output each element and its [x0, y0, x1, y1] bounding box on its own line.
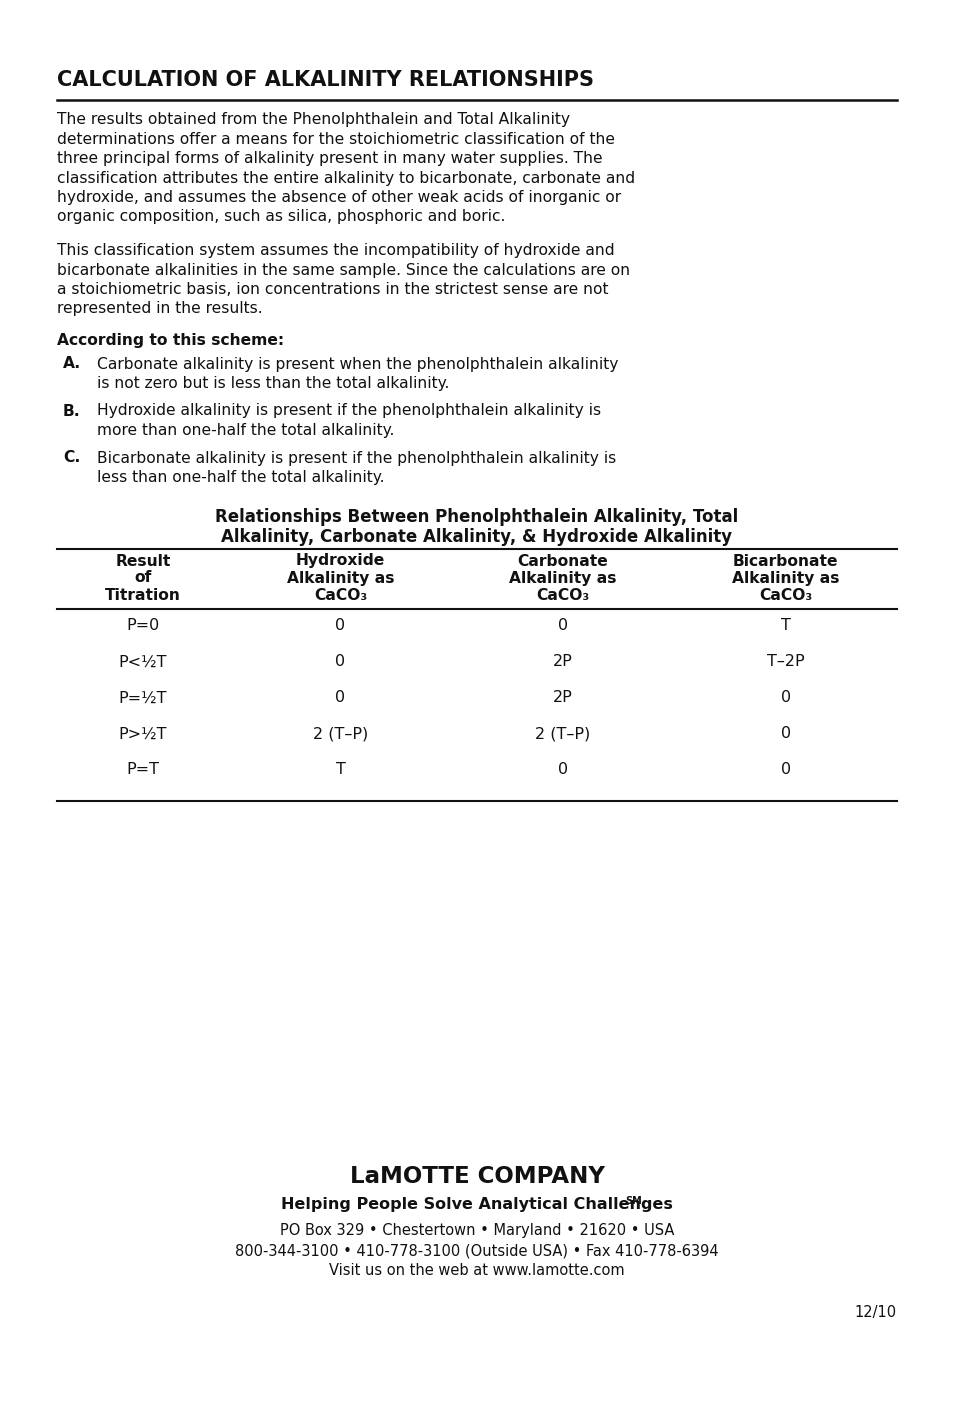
Text: T: T — [780, 619, 790, 634]
Text: CALCULATION OF ALKALINITY RELATIONSHIPS: CALCULATION OF ALKALINITY RELATIONSHIPS — [57, 70, 594, 90]
Text: Titration: Titration — [105, 588, 181, 603]
Text: is not zero but is less than the total alkalinity.: is not zero but is less than the total a… — [97, 375, 449, 391]
Text: 0: 0 — [780, 727, 790, 741]
Text: Bicarbonate: Bicarbonate — [732, 554, 838, 568]
Text: Alkalinity as: Alkalinity as — [287, 571, 394, 585]
Text: 2P: 2P — [553, 690, 573, 706]
Text: Relationships Between Phenolphthalein Alkalinity, Total: Relationships Between Phenolphthalein Al… — [215, 508, 738, 526]
Text: P=½T: P=½T — [119, 690, 167, 706]
Text: SM: SM — [624, 1197, 641, 1206]
Text: B.: B. — [63, 404, 81, 419]
Text: 0: 0 — [558, 762, 568, 778]
Text: 2P: 2P — [553, 655, 573, 669]
Text: P=0: P=0 — [127, 619, 159, 634]
Text: Carbonate alkalinity is present when the phenolphthalein alkalinity: Carbonate alkalinity is present when the… — [97, 357, 618, 371]
Text: Carbonate: Carbonate — [517, 554, 608, 568]
Text: 0: 0 — [558, 619, 568, 634]
Text: Result: Result — [115, 554, 171, 568]
Text: This classification system assumes the incompatibility of hydroxide and: This classification system assumes the i… — [57, 243, 614, 257]
Text: P>½T: P>½T — [119, 727, 167, 741]
Text: a stoichiometric basis, ion concentrations in the strictest sense are not: a stoichiometric basis, ion concentratio… — [57, 283, 608, 297]
Text: three principal forms of alkalinity present in many water supplies. The: three principal forms of alkalinity pres… — [57, 150, 602, 166]
Text: CaCO₃: CaCO₃ — [759, 588, 811, 603]
Text: LaMOTTE COMPANY: LaMOTTE COMPANY — [349, 1166, 604, 1188]
Text: CaCO₃: CaCO₃ — [314, 588, 367, 603]
Text: CaCO₃: CaCO₃ — [536, 588, 589, 603]
Text: Visit us on the web at www.lamotte.com: Visit us on the web at www.lamotte.com — [329, 1263, 624, 1278]
Text: of: of — [134, 571, 152, 585]
Text: organic composition, such as silica, phosphoric and boric.: organic composition, such as silica, pho… — [57, 209, 505, 225]
Text: Alkalinity as: Alkalinity as — [731, 571, 839, 585]
Text: 2 (T–P): 2 (T–P) — [313, 727, 368, 741]
Text: According to this scheme:: According to this scheme: — [57, 333, 284, 349]
Text: represented in the results.: represented in the results. — [57, 301, 262, 316]
Text: Hydroxide alkalinity is present if the phenolphthalein alkalinity is: Hydroxide alkalinity is present if the p… — [97, 404, 600, 419]
Text: 0: 0 — [335, 690, 345, 706]
Text: determinations offer a means for the stoichiometric classification of the: determinations offer a means for the sto… — [57, 132, 615, 146]
Text: less than one-half the total alkalinity.: less than one-half the total alkalinity. — [97, 470, 384, 485]
Text: more than one-half the total alkalinity.: more than one-half the total alkalinity. — [97, 423, 394, 439]
Text: Alkalinity, Carbonate Alkalinity, & Hydroxide Alkalinity: Alkalinity, Carbonate Alkalinity, & Hydr… — [221, 527, 732, 546]
Text: The results obtained from the Phenolphthalein and Total Alkalinity: The results obtained from the Phenolphth… — [57, 112, 569, 127]
Text: 0: 0 — [335, 655, 345, 669]
Text: Alkalinity as: Alkalinity as — [509, 571, 617, 585]
Text: C.: C. — [63, 450, 80, 465]
Text: 0: 0 — [780, 762, 790, 778]
Text: Bicarbonate alkalinity is present if the phenolphthalein alkalinity is: Bicarbonate alkalinity is present if the… — [97, 450, 616, 465]
Text: P=T: P=T — [127, 762, 159, 778]
Text: 12/10: 12/10 — [854, 1305, 896, 1320]
Text: 2 (T–P): 2 (T–P) — [535, 727, 590, 741]
Text: T–2P: T–2P — [766, 655, 803, 669]
Text: 0: 0 — [335, 619, 345, 634]
Text: 800-344-3100 • 410-778-3100 (Outside USA) • Fax 410-778-6394: 800-344-3100 • 410-778-3100 (Outside USA… — [235, 1243, 718, 1258]
Text: bicarbonate alkalinities in the same sample. Since the calculations are on: bicarbonate alkalinities in the same sam… — [57, 263, 630, 277]
Text: Hydroxide: Hydroxide — [295, 554, 385, 568]
Text: hydroxide, and assumes the absence of other weak acids of inorganic or: hydroxide, and assumes the absence of ot… — [57, 190, 620, 205]
Text: A.: A. — [63, 357, 81, 371]
Text: T: T — [335, 762, 345, 778]
Text: 0: 0 — [780, 690, 790, 706]
Text: classification attributes the entire alkalinity to bicarbonate, carbonate and: classification attributes the entire alk… — [57, 170, 635, 186]
Text: Helping People Solve Analytical Challenges: Helping People Solve Analytical Challeng… — [281, 1197, 672, 1212]
Text: PO Box 329 • Chestertown • Maryland • 21620 • USA: PO Box 329 • Chestertown • Maryland • 21… — [279, 1223, 674, 1239]
Text: P<½T: P<½T — [119, 655, 167, 669]
